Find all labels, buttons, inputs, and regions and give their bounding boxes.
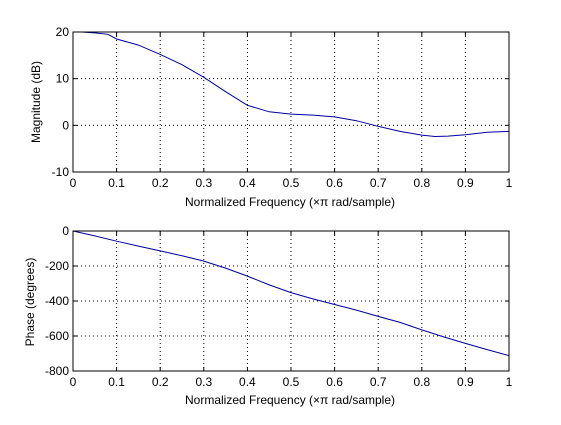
magnitude-ylabel: Magnitude (dB)	[29, 61, 43, 143]
magnitude-xtick-label: 0.3	[195, 176, 212, 190]
magnitude-plot: Normalized Frequency (×π rad/sample) Mag…	[29, 25, 513, 209]
magnitude-xtick-label: 0.9	[457, 176, 474, 190]
magnitude-xtick-label: 0.8	[413, 176, 430, 190]
magnitude-xtick-label: 0.1	[108, 176, 125, 190]
magnitude-ytick-label: 10	[56, 72, 70, 86]
phase-xlabel: Normalized Frequency (×π rad/sample)	[185, 393, 395, 407]
magnitude-xlabel: Normalized Frequency (×π rad/sample)	[185, 195, 395, 209]
magnitude-ytick-label: 0	[62, 118, 69, 132]
phase-ytick-label: -200	[45, 259, 69, 273]
magnitude-series-line	[73, 31, 510, 138]
phase-ytick-label: -800	[45, 364, 69, 378]
phase-series-line	[72, 230, 510, 357]
phase-xtick-label: 0.7	[370, 375, 387, 389]
phase-xtick-label: 0.9	[457, 375, 474, 389]
phase-plot: Normalized Frequency (×π rad/sample) Pha…	[23, 224, 513, 407]
phase-xtick-label: 0.5	[283, 375, 300, 389]
phase-xtick-label: 0.3	[195, 375, 212, 389]
phase-xtick-label: 0.6	[326, 375, 343, 389]
magnitude-xtick-label: 0.5	[283, 176, 300, 190]
magnitude-xtick-label: 0	[70, 176, 77, 190]
magnitude-ytick-label: 20	[56, 25, 70, 39]
phase-xtick-label: 0.2	[152, 375, 169, 389]
phase-xtick-label: 1	[506, 375, 513, 389]
magnitude-xtick-label: 0.4	[239, 176, 256, 190]
magnitude-xtick-label: 0.6	[326, 176, 343, 190]
phase-xtick-label: 0.8	[413, 375, 430, 389]
phase-xtick-label: 0.1	[108, 375, 125, 389]
magnitude-xtick-label: 0.7	[370, 176, 387, 190]
phase-xtick-label: 0	[70, 375, 77, 389]
magnitude-xtick-label: 0.2	[152, 176, 169, 190]
phase-ytick-label: -400	[45, 294, 69, 308]
phase-xtick-label: 0.4	[239, 375, 256, 389]
phase-ytick-label: 0	[62, 224, 69, 238]
magnitude-xtick-label: 1	[506, 176, 513, 190]
magnitude-ytick-label: -10	[52, 165, 70, 179]
phase-ylabel: Phase (degrees)	[23, 258, 37, 347]
phase-ytick-label: -600	[45, 329, 69, 343]
